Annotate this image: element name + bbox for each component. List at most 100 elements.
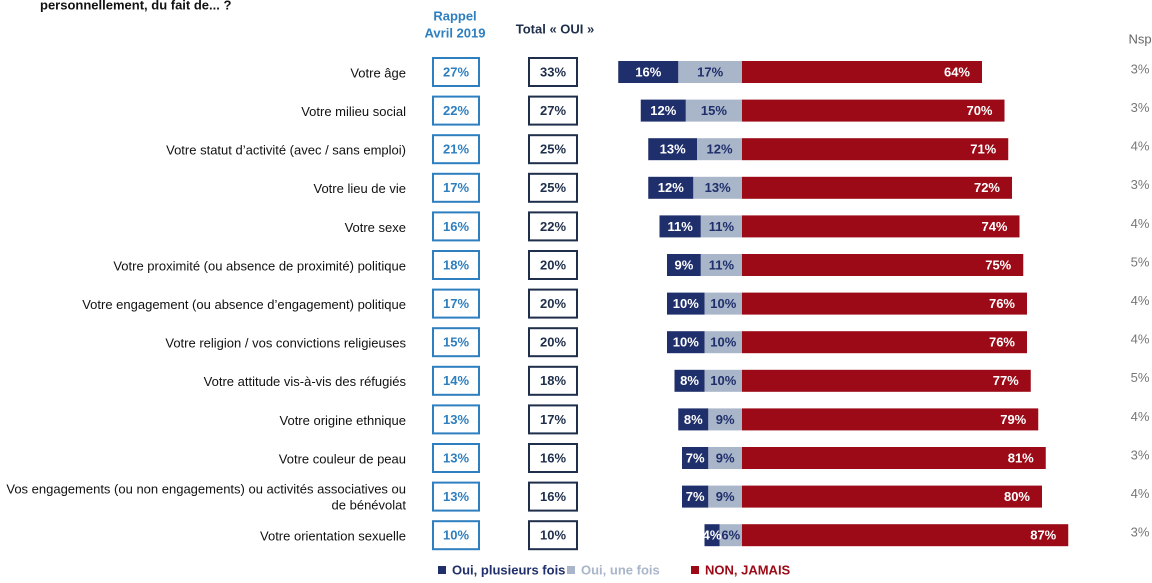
bar-segment bbox=[659, 215, 701, 238]
total-box bbox=[528, 404, 578, 435]
rappel-value: 17% bbox=[443, 296, 469, 311]
rappel-value: 15% bbox=[443, 335, 469, 350]
total-box bbox=[528, 365, 578, 396]
data-label: 12% bbox=[650, 103, 676, 118]
bar-segment bbox=[742, 138, 1009, 161]
total-box bbox=[528, 520, 578, 551]
bar-segment bbox=[742, 447, 1046, 469]
category-label: Vos engagements (ou non engagements) ou … bbox=[6, 482, 406, 513]
rappel-header: Rappel bbox=[433, 8, 476, 23]
legend-label: Oui, plusieurs fois bbox=[452, 562, 565, 577]
data-label: 15% bbox=[701, 103, 727, 118]
rappel-box bbox=[432, 172, 480, 203]
data-label: 11% bbox=[709, 219, 735, 234]
total-value: 20% bbox=[540, 296, 566, 311]
data-label: 6% bbox=[721, 528, 740, 543]
bar-segment bbox=[742, 408, 1039, 431]
nsp-value: 5% bbox=[1131, 254, 1150, 269]
rappel-box bbox=[432, 365, 480, 396]
total-box bbox=[528, 172, 578, 203]
nsp-value: 3% bbox=[1131, 100, 1150, 115]
bar-segment bbox=[742, 485, 1042, 508]
bar-segment bbox=[742, 254, 1024, 276]
rappel-header: Avril 2019 bbox=[425, 25, 486, 40]
data-label: 9% bbox=[716, 412, 735, 427]
bar-segment bbox=[704, 524, 720, 547]
bar-segment bbox=[685, 99, 742, 122]
legend-swatch bbox=[567, 566, 575, 574]
rappel-box bbox=[432, 404, 480, 435]
bar-segment bbox=[640, 99, 686, 122]
total-value: 10% bbox=[540, 528, 566, 543]
nsp-header: Nsp bbox=[1128, 31, 1151, 46]
rappel-value: 18% bbox=[443, 257, 469, 272]
data-label: 70% bbox=[966, 103, 992, 118]
data-label: 87% bbox=[1030, 528, 1056, 543]
data-label: 9% bbox=[716, 489, 735, 504]
rappel-value: 13% bbox=[443, 450, 469, 465]
category-label: Votre proximité (ou absence de proximité… bbox=[113, 258, 406, 273]
data-label: 77% bbox=[993, 373, 1019, 388]
data-label: 10% bbox=[673, 296, 699, 311]
rappel-value: 13% bbox=[443, 412, 469, 427]
rappel-value: 10% bbox=[443, 528, 469, 543]
bar-segment bbox=[742, 176, 1012, 199]
rappel-box bbox=[432, 250, 480, 280]
data-label: 10% bbox=[710, 335, 736, 350]
bar-segment bbox=[742, 369, 1031, 392]
data-label: 17% bbox=[697, 64, 723, 79]
bar-segment bbox=[742, 215, 1020, 238]
category-label: Votre religion / vos convictions religie… bbox=[165, 336, 406, 351]
bar-segment bbox=[648, 138, 697, 161]
data-label: 80% bbox=[1004, 489, 1030, 504]
bar-segment bbox=[682, 485, 709, 508]
rappel-box bbox=[432, 95, 480, 126]
total-value: 16% bbox=[540, 450, 566, 465]
data-label: 13% bbox=[705, 180, 731, 195]
data-label: 4% bbox=[703, 528, 722, 543]
rappel-value: 21% bbox=[443, 142, 469, 157]
data-label: 9% bbox=[716, 450, 735, 465]
data-label: 74% bbox=[981, 219, 1007, 234]
bar-segment bbox=[618, 61, 679, 83]
bar-segment bbox=[704, 331, 742, 354]
rappel-box bbox=[432, 327, 480, 358]
data-label: 79% bbox=[1000, 412, 1026, 427]
nsp-value: 4% bbox=[1131, 409, 1150, 424]
legend-swatch bbox=[438, 566, 446, 574]
nsp-value: 5% bbox=[1131, 370, 1150, 385]
total-box bbox=[528, 250, 578, 280]
bar-segment bbox=[678, 408, 709, 431]
category-label: Votre orientation sexuelle bbox=[260, 529, 406, 544]
rappel-value: 16% bbox=[443, 219, 469, 234]
bar-segment bbox=[648, 176, 694, 199]
category-label: Votre couleur de peau bbox=[279, 451, 406, 466]
rappel-box bbox=[432, 520, 480, 551]
rappel-box bbox=[432, 134, 480, 165]
category-label: Votre origine ethnique bbox=[280, 413, 406, 428]
data-label: 8% bbox=[680, 373, 699, 388]
category-label: Votre milieu social bbox=[301, 104, 406, 119]
total-value: 22% bbox=[540, 219, 566, 234]
bar-segment bbox=[704, 369, 742, 392]
rappel-value: 14% bbox=[443, 373, 469, 388]
bar-segment bbox=[700, 215, 742, 238]
bar-segment bbox=[742, 524, 1069, 547]
category-label: Votre attitude vis-à-vis des réfugiés bbox=[204, 374, 407, 389]
bar-segment bbox=[697, 138, 742, 161]
total-value: 20% bbox=[540, 257, 566, 272]
data-label: 76% bbox=[989, 296, 1015, 311]
data-label: 13% bbox=[660, 142, 686, 157]
nsp-value: 4% bbox=[1131, 293, 1150, 308]
total-value: 25% bbox=[540, 142, 566, 157]
data-label: 10% bbox=[673, 335, 699, 350]
nsp-value: 4% bbox=[1131, 139, 1150, 154]
nsp-value: 4% bbox=[1131, 332, 1150, 347]
nsp-value: 4% bbox=[1131, 486, 1150, 501]
data-label: 72% bbox=[974, 180, 1000, 195]
rappel-value: 13% bbox=[443, 489, 469, 504]
data-label: 8% bbox=[684, 412, 703, 427]
rappel-value: 22% bbox=[443, 103, 469, 118]
data-label: 11% bbox=[667, 219, 693, 234]
total-box bbox=[528, 57, 578, 87]
